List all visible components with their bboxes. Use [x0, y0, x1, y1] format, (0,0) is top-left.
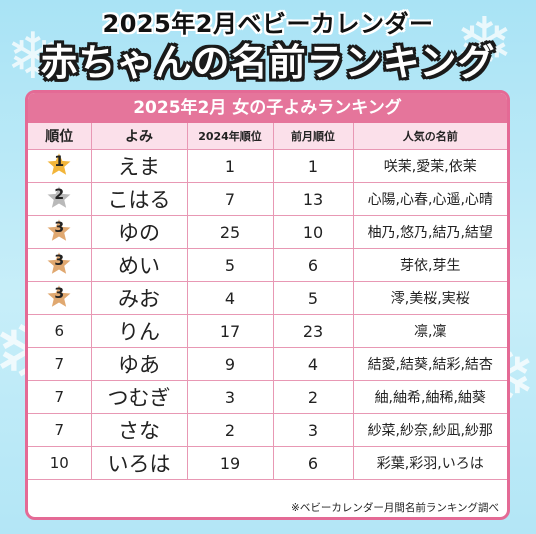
card-title: 2025年2月 女の子よみランキング: [28, 93, 507, 123]
table-row: 7 つむぎ 3 2 紬,紬希,紬稀,紬葵: [28, 380, 507, 414]
rank-number: 10: [49, 454, 69, 472]
rank-cell: 7: [28, 380, 92, 414]
prev-rank-cell: 2: [273, 380, 354, 414]
ranking-table: 順位 よみ 2024年順位 前月順位 人気の名前 1 えま 1 1 咲茉,愛茉,依茉 2 こ…: [28, 123, 507, 480]
rank-2024-cell: 25: [187, 215, 274, 249]
source-note: ※ベビーカレンダー月間名前ランキング調べ: [291, 502, 499, 514]
table-row: 7 ゆあ 9 4 結愛,結葵,結彩,結杏: [28, 347, 507, 381]
names-cell: 柚乃,悠乃,結乃,結望: [353, 215, 507, 249]
rank-cell: 6: [28, 314, 92, 348]
yomi-cell: いろは: [91, 446, 188, 480]
table-row: 6 りん 17 23 凛,凜: [28, 314, 507, 348]
yomi-cell: こはる: [91, 182, 188, 216]
table-row: 3 ゆの 25 10 柚乃,悠乃,結乃,結望: [28, 215, 507, 249]
yomi-cell: めい: [91, 248, 188, 282]
yomi-cell: りん: [91, 314, 188, 348]
rank-number: 3: [54, 253, 65, 269]
table-row: 1 えま 1 1 咲茉,愛茉,依茉: [28, 149, 507, 183]
star-icon: 2: [45, 184, 74, 210]
rank-2024-cell: 19: [187, 446, 274, 480]
rank-cell: 1: [28, 149, 92, 183]
rank-2024-cell: 1: [187, 149, 274, 183]
names-cell: 紬,紬希,紬稀,紬葵: [353, 380, 507, 414]
rank-cell: 3: [28, 281, 92, 315]
star-icon: 3: [45, 283, 74, 309]
yomi-cell: みお: [91, 281, 188, 315]
table-row: 7 さな 2 3 紗菜,紗奈,紗凪,紗那: [28, 413, 507, 447]
snowflake-icon: ❄: [455, 2, 514, 84]
rank-number: 1: [54, 154, 65, 170]
table-header-row: 順位 よみ 2024年順位 前月順位 人気の名前: [28, 123, 507, 150]
rank-2024-cell: 5: [187, 248, 274, 282]
column-header-rank: 順位: [28, 123, 92, 150]
prev-rank-cell: 4: [273, 347, 354, 381]
star-icon: 3: [45, 250, 74, 276]
rank-number: 3: [54, 220, 65, 236]
names-cell: 澪,美桜,実桜: [353, 281, 507, 315]
rank-cell: 3: [28, 215, 92, 249]
page-title: 赤ちゃんの名前ランキング: [40, 41, 496, 84]
star-icon: 3: [45, 217, 74, 243]
rank-2024-cell: 9: [187, 347, 274, 381]
names-cell: 紗菜,紗奈,紗凪,紗那: [353, 413, 507, 447]
prev-rank-cell: 1: [273, 149, 354, 183]
yomi-cell: ゆの: [91, 215, 188, 249]
rank-2024-cell: 7: [187, 182, 274, 216]
star-icon: 1: [45, 151, 74, 177]
rank-cell: 7: [28, 413, 92, 447]
header-subtitle: 2025年2月ベビーカレンダー: [102, 10, 434, 38]
prev-rank-cell: 5: [273, 281, 354, 315]
names-cell: 心陽,心春,心遥,心晴: [353, 182, 507, 216]
rank-number: 2: [54, 187, 65, 203]
prev-rank-cell: 6: [273, 248, 354, 282]
table-row: 3 みお 4 5 澪,美桜,実桜: [28, 281, 507, 315]
yomi-cell: つむぎ: [91, 380, 188, 414]
names-cell: 咲茉,愛茉,依茉: [353, 149, 507, 183]
yomi-cell: ゆあ: [91, 347, 188, 381]
names-cell: 結愛,結葵,結彩,結杏: [353, 347, 507, 381]
rank-cell: 3: [28, 248, 92, 282]
snowflake-icon: ❄: [6, 20, 60, 94]
names-cell: 芽依,芽生: [353, 248, 507, 282]
rank-2024-cell: 4: [187, 281, 274, 315]
prev-rank-cell: 10: [273, 215, 354, 249]
rank-number: 3: [54, 286, 65, 302]
yomi-cell: えま: [91, 149, 188, 183]
rank-number: 7: [54, 355, 65, 373]
names-cell: 凛,凜: [353, 314, 507, 348]
prev-rank-cell: 13: [273, 182, 354, 216]
ranking-card: 2025年2月 女の子よみランキング 順位 よみ 2024年順位 前月順位 人気…: [25, 90, 510, 520]
prev-rank-cell: 6: [273, 446, 354, 480]
column-header-names: 人気の名前: [353, 123, 507, 150]
prev-rank-cell: 23: [273, 314, 354, 348]
rank-number: 7: [54, 388, 65, 406]
column-header-prev-rank: 前月順位: [273, 123, 354, 150]
rank-2024-cell: 3: [187, 380, 274, 414]
table-row: 2 こはる 7 13 心陽,心春,心遥,心晴: [28, 182, 507, 216]
table-row: 3 めい 5 6 芽依,芽生: [28, 248, 507, 282]
rank-number: 7: [54, 421, 65, 439]
rank-cell: 2: [28, 182, 92, 216]
names-cell: 彩葉,彩羽,いろは: [353, 446, 507, 480]
column-header-yomi: よみ: [91, 123, 188, 150]
rank-2024-cell: 17: [187, 314, 274, 348]
table-row: 10 いろは 19 6 彩葉,彩羽,いろは: [28, 446, 507, 480]
prev-rank-cell: 3: [273, 413, 354, 447]
rank-number: 6: [54, 322, 65, 340]
rank-2024-cell: 2: [187, 413, 274, 447]
yomi-cell: さな: [91, 413, 188, 447]
column-header-2024-rank: 2024年順位: [187, 123, 274, 150]
rank-cell: 10: [28, 446, 92, 480]
rank-cell: 7: [28, 347, 92, 381]
